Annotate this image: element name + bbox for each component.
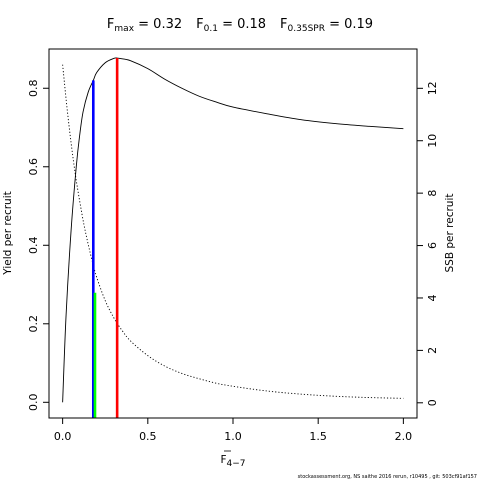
y-right-tick-label: 0 xyxy=(426,399,439,406)
x-tick-label: 1.5 xyxy=(309,430,327,443)
y-right-tick-label: 12 xyxy=(426,81,439,95)
ssb-curve xyxy=(62,64,404,399)
y-axis-right-title: SSB per recruit xyxy=(444,194,456,273)
y-left-tick-label: 0.8 xyxy=(27,80,40,98)
y-left-tick-label: 0.6 xyxy=(27,158,40,176)
yield-curve xyxy=(62,57,404,403)
y-right-tick-label: 4 xyxy=(426,294,439,301)
x-axis-title: F4−7 xyxy=(220,454,245,469)
y-right-tick-label: 6 xyxy=(426,242,439,249)
y-axis-left-title: Yield per recruit xyxy=(2,191,14,275)
y-left-tick-label: 0.4 xyxy=(27,237,40,255)
x-tick-label: 0.5 xyxy=(139,430,157,443)
y-right-tick-label: 10 xyxy=(426,134,439,148)
y-axis-left: 0.0 0.2 0.4 0.6 0.8 xyxy=(27,80,49,412)
plot-frame xyxy=(48,48,418,419)
footer-text: stockassessment.org, NS saithe 2016 reru… xyxy=(298,474,477,480)
x-tick-label: 2.0 xyxy=(395,430,413,443)
chart-title: Fmax = 0.32 F0.1 = 0.18 F0.35SPR = 0.19 xyxy=(107,17,373,34)
x-axis: 0.0 0.5 1.0 1.5 2.0 xyxy=(54,417,413,443)
x-tick-label: 0.0 xyxy=(54,430,72,443)
y-right-tick-label: 8 xyxy=(426,190,439,197)
y-left-tick-label: 0.0 xyxy=(27,394,40,412)
y-axis-right: 0 2 4 6 8 10 12 xyxy=(417,81,439,406)
y-left-tick-label: 0.2 xyxy=(27,315,40,333)
y-right-tick-label: 2 xyxy=(426,347,439,354)
x-tick-label: 1.0 xyxy=(224,430,242,443)
